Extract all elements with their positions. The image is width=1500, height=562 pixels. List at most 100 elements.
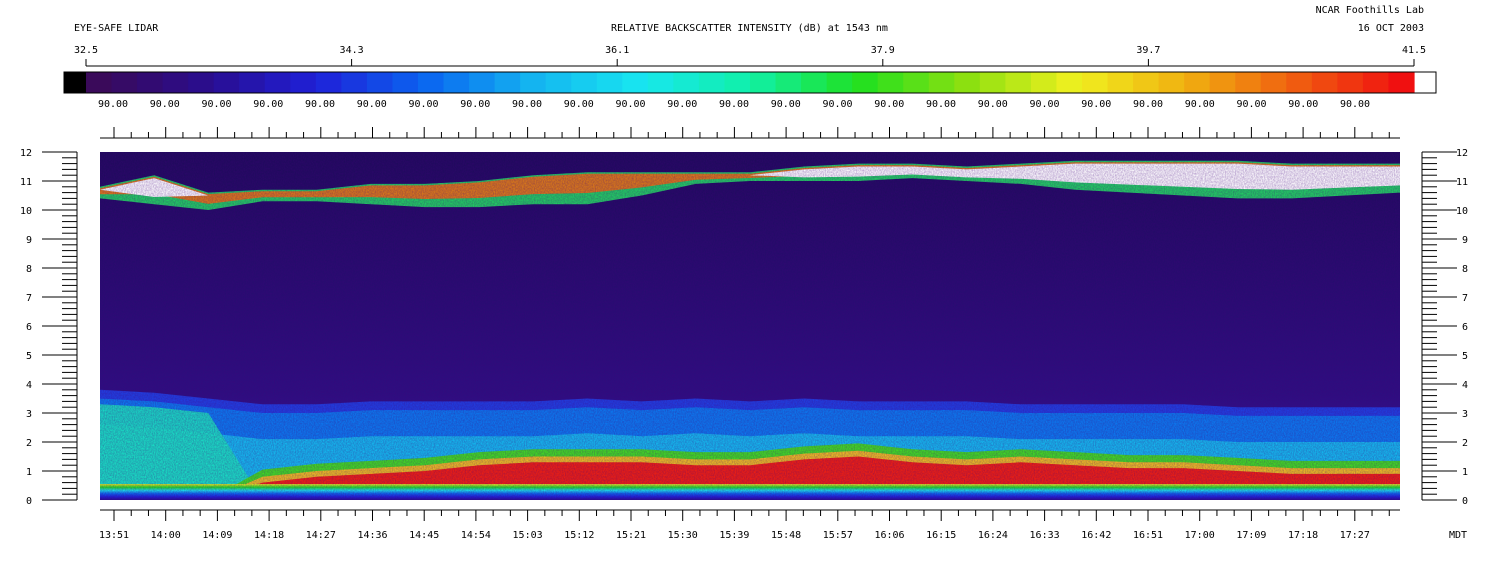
colorbar-segment: [1056, 72, 1083, 93]
x-tick-label: 17:27: [1340, 530, 1370, 541]
colorbar-segment: [188, 72, 215, 93]
colorbar-segment-label: 90.00: [1340, 99, 1370, 110]
y-tick-label-left: 11: [20, 177, 32, 188]
y-tick-label-left: 1: [26, 467, 32, 478]
colorbar-segment-label: 90.00: [357, 99, 387, 110]
x-unit-label: MDT: [1449, 530, 1467, 541]
colorbar-segment: [801, 72, 828, 93]
colorbar-segment: [1030, 72, 1058, 93]
y-tick-label-right: 8: [1462, 264, 1468, 275]
colorbar-segment: [290, 72, 317, 93]
colorbar-segment-label: 90.00: [1185, 99, 1215, 110]
colorbar-segment: [213, 72, 240, 93]
colorbar-segment: [111, 72, 138, 93]
colorbar-tick-label: 32.5: [74, 45, 98, 56]
colorbar-segment: [137, 72, 164, 93]
colorbar-segment-label: 90.00: [719, 99, 749, 110]
colorbar-segment: [954, 72, 981, 93]
x-tick-label: 14:54: [461, 530, 491, 541]
x-tick-label: 15:21: [616, 530, 646, 541]
colorbar-segment: [826, 72, 853, 93]
x-tick-label: 16:15: [926, 530, 956, 541]
colorbar-segment: [622, 72, 649, 93]
heatmap: [100, 152, 1400, 500]
y-tick-label-left: 7: [26, 293, 32, 304]
colorbar-segment: [1235, 72, 1262, 93]
colorbar-segment: [852, 72, 879, 93]
colorbar-segment: [239, 72, 266, 93]
colorbar-segment: [366, 72, 394, 93]
x-tick-label: 17:00: [1185, 530, 1215, 541]
colorbar: 32.5 34.3 36.1 37.9 39.7 41.5 90.00 90.00 90.00 9…: [63, 45, 1437, 110]
colorbar-segment-label: 90.00: [408, 99, 438, 110]
colorbar-segment: [494, 72, 521, 93]
colorbar-segment: [1209, 72, 1236, 93]
y-tick-label-right: 10: [1456, 206, 1468, 217]
org-name: NCAR Foothills Lab: [1315, 5, 1424, 16]
colorbar-segment-label: 90.00: [1029, 99, 1059, 110]
x-tick-label: 16:51: [1133, 530, 1163, 541]
y-tick-label-left: 12: [20, 148, 32, 159]
y-tick-label-left: 3: [26, 409, 32, 420]
colorbar-segment-label: 90.00: [978, 99, 1008, 110]
left-title: EYE-SAFE LIDAR: [74, 23, 159, 34]
colorbar-segment: [1311, 72, 1338, 93]
colorbar-segment: [315, 72, 342, 93]
colorbar-segment-label: 90.00: [201, 99, 231, 110]
colorbar-segment: [1158, 72, 1185, 93]
x-tick-label: 14:18: [254, 530, 284, 541]
colorbar-segment-label: 90.00: [253, 99, 283, 110]
colorbar-segment: [698, 72, 726, 93]
colorbar-segment: [1184, 72, 1211, 93]
colorbar-segment: [418, 72, 445, 93]
colorbar-black-cap: [64, 72, 86, 93]
colorbar-segment-label: 90.00: [771, 99, 801, 110]
x-tick-label: 14:45: [409, 530, 439, 541]
colorbar-segment-label: 90.00: [1133, 99, 1163, 110]
center-title: RELATIVE BACKSCATTER INTENSITY (dB) at 1…: [611, 23, 888, 34]
y-tick-label-left: 6: [26, 322, 32, 333]
colorbar-segment: [1107, 72, 1134, 93]
colorbar-segment-label: 90.00: [98, 99, 128, 110]
noise-texture: [100, 152, 1400, 500]
y-tick-label-right: 5: [1462, 351, 1468, 362]
x-tick-label: 17:18: [1288, 530, 1318, 541]
colorbar-segment-label: 90.00: [460, 99, 490, 110]
colorbar-segment: [724, 72, 751, 93]
colorbar-segment: [1362, 72, 1390, 93]
colorbar-segment: [264, 72, 291, 93]
colorbar-segment: [647, 72, 674, 93]
colorbar-tick-label: 36.1: [605, 45, 629, 56]
colorbar-segment: [1286, 72, 1313, 93]
colorbar-segment: [1260, 72, 1287, 93]
colorbar-segment: [877, 72, 904, 93]
colorbar-segment-label: 90.00: [150, 99, 180, 110]
x-tick-label: 14:09: [202, 530, 232, 541]
y-tick-label-left: 0: [26, 496, 32, 507]
colorbar-segment: [392, 72, 419, 93]
x-tick-label: 14:00: [151, 530, 181, 541]
y-tick-label-right: 9: [1462, 235, 1468, 246]
colorbar-segment: [469, 72, 496, 93]
y-tick-label-right: 1: [1462, 467, 1468, 478]
x-tick-label: 16:24: [978, 530, 1008, 541]
colorbar-segment: [1082, 72, 1109, 93]
x-tick-label: 15:48: [771, 530, 801, 541]
y-tick-label-right: 7: [1462, 293, 1468, 304]
colorbar-segment-label: 90.00: [1236, 99, 1266, 110]
y-tick-label-left: 5: [26, 351, 32, 362]
x-tick-label: 15:12: [564, 530, 594, 541]
y-tick-label-left: 4: [26, 380, 32, 391]
y-tick-label-left: 8: [26, 264, 32, 275]
colorbar-segment-label: 90.00: [305, 99, 335, 110]
x-tick-label: 14:36: [357, 530, 387, 541]
colorbar-tick-label: 41.5: [1402, 45, 1426, 56]
x-tick-label: 13:51: [99, 530, 129, 541]
colorbar-segment: [86, 72, 113, 93]
colorbar-tick-label: 34.3: [340, 45, 364, 56]
x-tick-label: 15:30: [668, 530, 698, 541]
colorbar-segment: [1005, 72, 1032, 93]
colorbar-segment-label: 90.00: [1081, 99, 1111, 110]
colorbar-segment: [1133, 72, 1160, 93]
